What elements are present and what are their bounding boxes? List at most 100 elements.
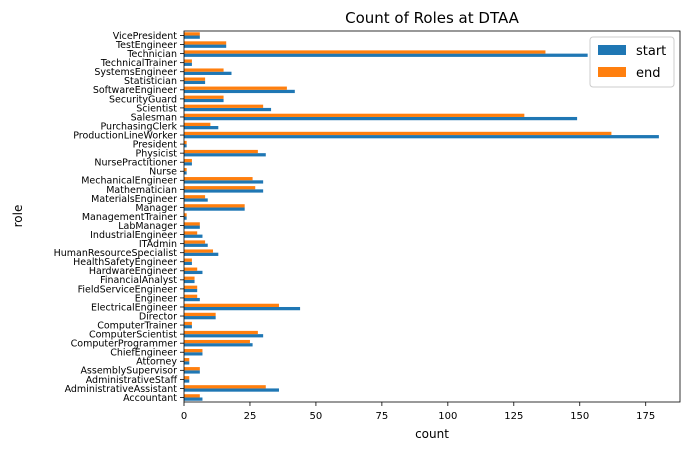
bar-start — [184, 207, 245, 211]
bar-start — [184, 325, 192, 329]
y-tick-label: SystemsEngineer — [94, 67, 177, 78]
y-tick-label: ChiefEngineer — [110, 348, 177, 359]
x-tick-label: 175 — [636, 411, 655, 422]
bar-start — [184, 279, 195, 284]
y-tick-label: Accountant — [123, 393, 177, 404]
y-tick-label: NursePractitioner — [94, 158, 177, 169]
bar-start — [184, 135, 659, 139]
bar-end — [184, 358, 190, 362]
bar-end — [184, 376, 190, 380]
y-tick-label: Salesman — [131, 112, 177, 123]
bar-end — [184, 50, 546, 54]
x-tick-label: 0 — [181, 411, 187, 422]
bar-end — [184, 104, 264, 108]
bar-end — [184, 167, 187, 172]
x-tick-label: 25 — [244, 411, 257, 422]
bar-start — [184, 252, 219, 256]
bar-start — [184, 306, 301, 311]
bar-start — [184, 80, 206, 85]
bar-end — [184, 204, 245, 208]
y-tick-label: ComputerTrainer — [97, 320, 177, 331]
bar-start — [184, 316, 216, 320]
legend: start end — [589, 36, 675, 88]
y-tick-label: Mathematician — [106, 185, 177, 196]
bar-start — [184, 71, 232, 75]
x-tick-label: 125 — [504, 411, 523, 422]
bar-start — [184, 126, 219, 130]
y-tick-label: IndustrialEngineer — [90, 230, 177, 241]
y-tick-label: President — [133, 140, 178, 151]
bar-end — [184, 77, 206, 81]
bar-start — [184, 261, 192, 266]
legend-swatch-end — [598, 67, 626, 77]
bars-group — [184, 32, 659, 401]
bar-end — [184, 249, 214, 253]
bar-end — [184, 339, 250, 344]
y-tick-label: Technician — [126, 49, 177, 60]
y-tick-label: Attorney — [136, 357, 177, 368]
y-axis-ticks: VicePresidentTestEngineerTechnicianTechn… — [54, 31, 184, 404]
bar-end — [184, 131, 612, 136]
bar-start — [184, 144, 187, 148]
bar-start — [184, 397, 203, 401]
bar-end — [184, 258, 192, 262]
bar-end — [184, 294, 198, 298]
y-tick-label: ElectricalEngineer — [91, 302, 177, 313]
bar-end — [184, 68, 224, 72]
legend-swatch-start — [598, 45, 626, 55]
bar-end — [184, 158, 192, 163]
bar-start — [184, 288, 198, 293]
bar-end — [184, 149, 258, 154]
bar-start — [184, 243, 208, 247]
bar-start — [184, 107, 272, 112]
bar-start — [184, 343, 253, 347]
bar-end — [184, 240, 206, 244]
bar-start — [184, 270, 203, 275]
bar-end — [184, 312, 216, 317]
bar-start — [184, 44, 227, 48]
bar-start — [184, 198, 208, 202]
y-tick-label: MaterialsEngineer — [91, 194, 177, 205]
bar-end — [184, 186, 256, 190]
bar-start — [184, 35, 200, 39]
bar-start — [184, 89, 295, 94]
bar-start — [184, 234, 203, 238]
x-tick-label: 50 — [310, 411, 323, 422]
bar-end — [184, 222, 200, 226]
y-tick-label: Nurse — [149, 167, 177, 178]
legend-label-start: start — [636, 44, 666, 59]
bar-end — [184, 385, 266, 389]
bar-end — [184, 177, 253, 181]
bar-end — [184, 59, 192, 63]
y-tick-label: FinancialAnalyst — [100, 275, 177, 286]
bar-start — [184, 334, 264, 338]
bar-end — [184, 394, 200, 398]
bar-end — [184, 41, 227, 45]
bar-end — [184, 213, 187, 217]
bar-start — [184, 180, 264, 184]
y-axis-title: role — [11, 205, 25, 228]
y-tick-label: TechnicalTrainer — [100, 58, 177, 69]
bar-start — [184, 361, 190, 365]
y-tick-label: AdministrativeAssistant — [65, 384, 178, 395]
bar-end — [184, 348, 203, 353]
y-tick-label: HealthSafetyEngineer — [73, 257, 177, 268]
bar-end — [184, 195, 206, 199]
bar-end — [184, 113, 525, 117]
y-tick-label: ManagementTrainer — [82, 212, 177, 223]
bar-end — [184, 267, 198, 271]
bar-start — [184, 388, 279, 392]
y-tick-label: ITAdmin — [139, 239, 177, 250]
chart-title: Count of Roles at DTAA — [345, 9, 520, 27]
bar-end — [184, 285, 198, 289]
bar-start — [184, 225, 200, 229]
bar-start — [184, 98, 224, 103]
bar-start — [184, 116, 578, 121]
y-tick-label: Manager — [135, 203, 177, 214]
y-tick-label: VicePresident — [113, 31, 178, 42]
y-tick-label: PurchasingClerk — [100, 121, 177, 132]
y-tick-label: HardwareEngineer — [89, 266, 177, 277]
y-tick-label: FieldServiceEngineer — [78, 284, 177, 295]
x-axis-ticks: 0 25 50 75 100 125 150 175 — [181, 402, 655, 422]
